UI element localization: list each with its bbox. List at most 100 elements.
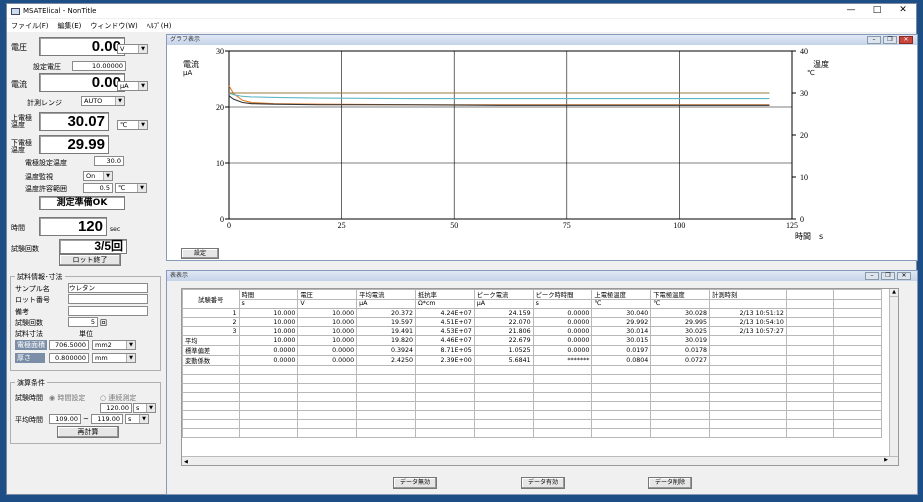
table-cell[interactable] xyxy=(182,374,240,384)
table-cell[interactable] xyxy=(297,365,358,375)
table-cell[interactable] xyxy=(414,374,475,384)
table-cell[interactable]: 2 xyxy=(182,317,240,327)
table-cell[interactable]: 20.372 xyxy=(356,308,416,318)
table-cell[interactable] xyxy=(709,345,787,356)
table-cell[interactable]: 0.0000 xyxy=(532,345,593,356)
table-cell[interactable]: 21.806 xyxy=(473,326,534,336)
menu-edit[interactable]: 編集(E) xyxy=(57,21,82,30)
avg-unit-select[interactable]: s ▼ xyxy=(125,414,149,424)
table-cell[interactable] xyxy=(833,345,882,356)
table-cell[interactable] xyxy=(182,419,240,429)
table-cell[interactable]: 4.51E+07 xyxy=(414,317,475,327)
table-cell[interactable]: 22.070 xyxy=(473,317,534,327)
table-cell[interactable]: 4.53E+07 xyxy=(414,326,475,336)
table-cell[interactable] xyxy=(297,410,358,420)
table-cell[interactable] xyxy=(833,392,882,402)
table-cell[interactable] xyxy=(591,383,652,393)
table-cell[interactable]: 30.028 xyxy=(650,308,711,318)
table-cell[interactable]: 24.159 xyxy=(473,308,534,318)
table-cell[interactable] xyxy=(238,374,299,384)
table-cell[interactable] xyxy=(238,428,299,438)
table-cell[interactable] xyxy=(709,392,787,402)
table-cell[interactable] xyxy=(709,365,787,375)
test-time-field[interactable]: 120.00 xyxy=(100,403,132,413)
table-cell[interactable]: 10.000 xyxy=(297,335,358,346)
table-cell[interactable] xyxy=(182,365,240,375)
table-cell[interactable]: 29.992 xyxy=(591,317,652,327)
table-cell[interactable] xyxy=(591,401,652,411)
column-header[interactable]: 下電極温度 xyxy=(650,289,711,300)
table-cell[interactable]: 2/13 10:54:10 xyxy=(709,317,787,327)
table-cell[interactable] xyxy=(532,374,593,384)
close-icon[interactable]: ✕ xyxy=(899,36,913,44)
table-row[interactable] xyxy=(182,419,882,429)
table-cell[interactable] xyxy=(414,392,475,402)
table-cell[interactable]: 2/13 10:57:27 xyxy=(709,326,787,336)
data-delete-button[interactable]: データ削除 xyxy=(648,477,692,489)
table-cell[interactable] xyxy=(238,401,299,411)
column-header[interactable]: 時間 xyxy=(238,289,299,300)
table-cell[interactable]: 30.025 xyxy=(650,326,711,336)
restore-icon[interactable]: ❐ xyxy=(881,272,895,280)
note-field[interactable] xyxy=(68,306,148,316)
table-cell[interactable] xyxy=(297,392,358,402)
scroll-left-icon[interactable]: ◀ xyxy=(184,459,188,465)
table-cell[interactable]: 0.0000 xyxy=(532,335,593,346)
table-cell[interactable] xyxy=(356,419,416,429)
table-cell[interactable]: 19.820 xyxy=(356,335,416,346)
table-row[interactable]: 3 10.000 10.000 19.491 4.53E+07 21.806 0.0000 3… xyxy=(182,326,882,336)
table-cell[interactable] xyxy=(473,392,534,402)
table-cell[interactable]: 19.597 xyxy=(356,317,416,327)
table-cell[interactable] xyxy=(414,401,475,411)
table-row[interactable] xyxy=(182,410,882,420)
minimize-button[interactable]: — xyxy=(846,5,856,15)
menu-window[interactable]: ウィンドウ(W) xyxy=(90,21,138,30)
table-cell[interactable] xyxy=(473,374,534,384)
table-cell[interactable] xyxy=(709,383,787,393)
table-cell[interactable] xyxy=(473,419,534,429)
table-cell[interactable] xyxy=(650,410,711,420)
column-header[interactable]: 上電極温度 xyxy=(591,289,652,300)
table-row[interactable] xyxy=(182,401,882,411)
table-cell[interactable] xyxy=(356,392,416,402)
table-cell[interactable] xyxy=(709,355,787,366)
table-cell[interactable] xyxy=(473,428,534,438)
table-cell[interactable]: ******* xyxy=(532,355,593,366)
table-cell[interactable] xyxy=(414,410,475,420)
table-row[interactable]: 1 10.000 10.000 20.372 4.24E+07 24.159 0.0000 3… xyxy=(182,308,882,318)
table-cell[interactable] xyxy=(591,410,652,420)
table-cell[interactable]: 0.0000 xyxy=(297,345,358,356)
sample-name-field[interactable]: ウレタン xyxy=(68,283,148,293)
table-cell[interactable]: 0.0178 xyxy=(650,345,711,356)
menu-file[interactable]: ファイル(F) xyxy=(11,21,49,30)
column-header[interactable]: 平均電流 xyxy=(356,289,416,300)
column-header[interactable]: 抵抗率 xyxy=(414,289,475,300)
scroll-up-icon[interactable]: ▲ xyxy=(890,289,898,297)
table-row[interactable]: 2 10.000 10.000 19.597 4.51E+07 22.070 0.0000 2… xyxy=(182,317,882,327)
scroll-right-icon[interactable]: ▶ xyxy=(884,457,888,463)
area-unit-select[interactable]: mm2 ▼ xyxy=(92,340,136,350)
table-cell[interactable] xyxy=(356,383,416,393)
table-cell[interactable] xyxy=(833,365,882,375)
table-cell[interactable] xyxy=(591,374,652,384)
table-cell[interactable] xyxy=(591,392,652,402)
table-cell[interactable] xyxy=(785,365,835,375)
table-cell[interactable] xyxy=(833,383,882,393)
table-cell[interactable]: 10.000 xyxy=(297,308,358,318)
table-cell[interactable] xyxy=(709,335,787,346)
column-header[interactable]: 試験番号 xyxy=(182,289,240,309)
table-cell[interactable] xyxy=(238,383,299,393)
table-row[interactable]: 変動係数 0.0000 0.0000 2.4250 2.39E+00 5.6841 ****… xyxy=(182,355,882,366)
table-cell[interactable] xyxy=(785,355,835,366)
table-cell[interactable]: 0.0197 xyxy=(591,345,652,356)
table-cell[interactable]: 平均 xyxy=(182,335,240,346)
table-cell[interactable] xyxy=(297,383,358,393)
table-cell[interactable] xyxy=(238,392,299,402)
range-select[interactable]: AUTO ▼ xyxy=(81,96,125,106)
table-cell[interactable]: 30.040 xyxy=(591,308,652,318)
table-cell[interactable] xyxy=(709,419,787,429)
table-cell[interactable] xyxy=(785,374,835,384)
table-cell[interactable] xyxy=(650,365,711,375)
close-icon[interactable]: ✕ xyxy=(897,272,911,280)
table-cell[interactable] xyxy=(356,401,416,411)
